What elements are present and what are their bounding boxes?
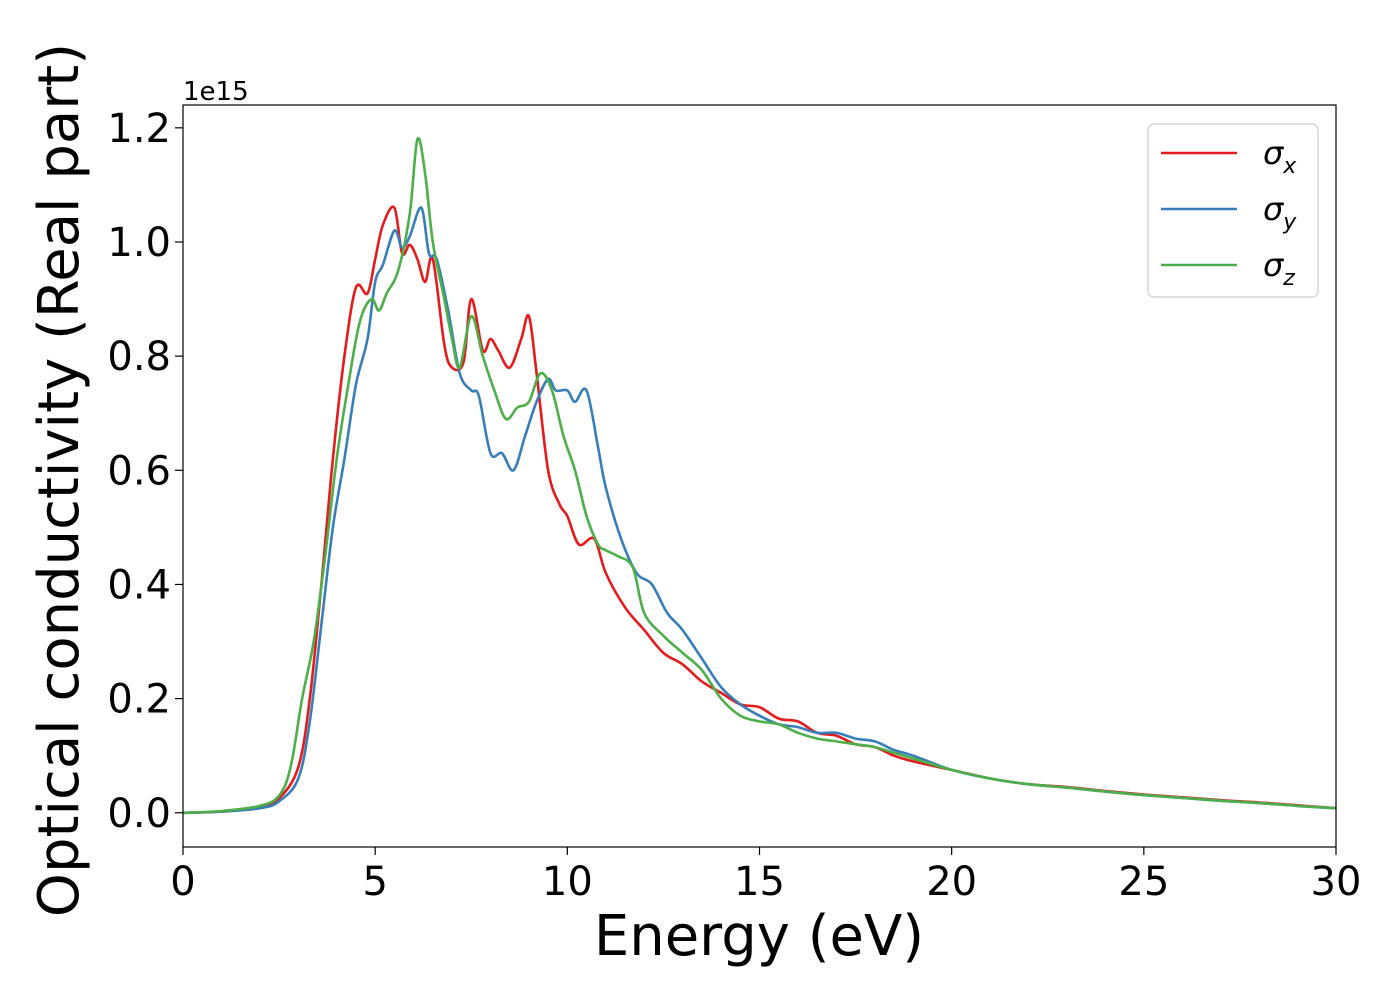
legend-label-subscript: z [1282, 266, 1295, 291]
legend-box [1147, 123, 1319, 298]
x-tick-label: 0 [170, 859, 195, 905]
x-tick-label: 5 [362, 859, 387, 905]
legend-label-subscript: y [1282, 210, 1297, 235]
y-tick-label: 0.0 [107, 791, 171, 837]
y-tick-label: 0.4 [107, 562, 171, 608]
series-lines [182, 136, 1337, 815]
y-axis-ticks: 0.0 0.2 0.4 0.6 0.8 1.0 1.2 [107, 106, 183, 837]
y-tick-label: 0.2 [107, 677, 171, 723]
x-tick-label: 15 [734, 859, 785, 905]
y-tick-label: 1.0 [107, 220, 171, 266]
y-axis-offset-label: 1e15 [183, 77, 249, 107]
series-line-z [182, 136, 1337, 815]
x-tick-label: 20 [926, 859, 977, 905]
y-tick-label: 0.8 [107, 334, 171, 380]
y-tick-label: 0.6 [107, 448, 171, 494]
x-tick-label: 10 [542, 859, 593, 905]
y-tick-label: 1.2 [107, 106, 171, 152]
legend-label-subscript: x [1282, 154, 1297, 179]
x-tick-label: 30 [1311, 859, 1362, 905]
x-axis-title: Energy (eV) [594, 904, 924, 969]
series-line-x [182, 205, 1337, 815]
y-axis-title: Optical conductivity (Real part) [27, 43, 92, 917]
x-tick-label: 25 [1118, 859, 1169, 905]
x-axis-ticks: 0 5 10 15 20 25 30 [170, 847, 1361, 905]
